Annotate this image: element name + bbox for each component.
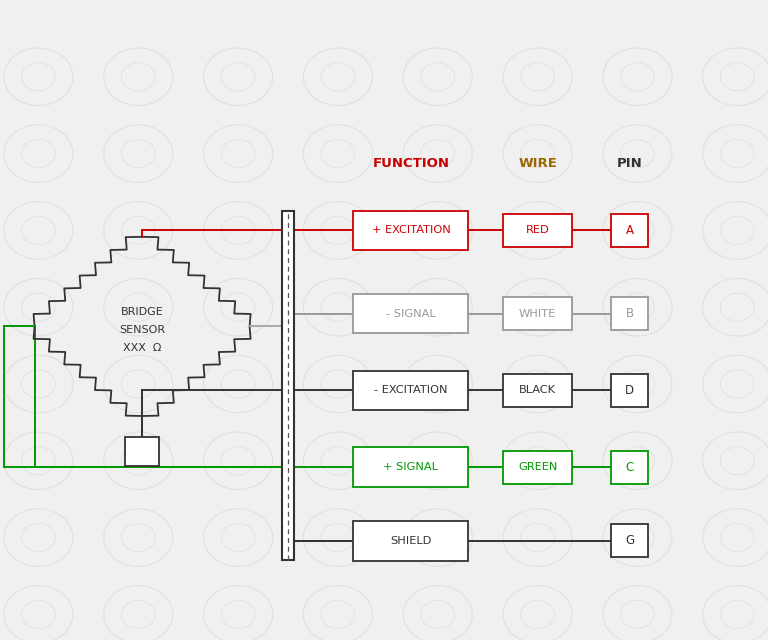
Bar [353, 371, 468, 410]
Text: C: C [626, 461, 634, 474]
Text: WHITE: WHITE [519, 308, 556, 319]
Bar [611, 214, 648, 247]
Bar [353, 521, 468, 561]
Text: RED: RED [526, 225, 549, 236]
Bar [353, 211, 468, 250]
Text: B: B [626, 307, 634, 320]
Text: WIRE: WIRE [518, 157, 557, 170]
Bar [611, 297, 648, 330]
Text: - SIGNAL: - SIGNAL [386, 308, 435, 319]
Bar [282, 211, 294, 560]
Text: XXX  Ω: XXX Ω [123, 343, 161, 353]
Bar [503, 374, 572, 407]
Bar [611, 524, 648, 557]
Bar [124, 437, 160, 466]
Bar [503, 214, 572, 247]
Text: PIN: PIN [617, 157, 643, 170]
Bar [503, 297, 572, 330]
Bar [611, 374, 648, 407]
Text: BLACK: BLACK [519, 385, 556, 396]
Text: GREEN: GREEN [518, 462, 558, 472]
Text: + SIGNAL: + SIGNAL [383, 462, 439, 472]
Bar [353, 447, 468, 487]
Text: BRIDGE: BRIDGE [121, 307, 164, 317]
Text: FUNCTION: FUNCTION [372, 157, 449, 170]
Bar [611, 451, 648, 484]
Text: SENSOR: SENSOR [119, 324, 165, 335]
Text: D: D [625, 384, 634, 397]
Bar [503, 451, 572, 484]
Text: G: G [625, 534, 634, 547]
Text: SHIELD: SHIELD [390, 536, 432, 546]
Text: A: A [626, 224, 634, 237]
Text: + EXCITATION: + EXCITATION [372, 225, 450, 236]
Bar [353, 294, 468, 333]
Text: - EXCITATION: - EXCITATION [374, 385, 448, 396]
